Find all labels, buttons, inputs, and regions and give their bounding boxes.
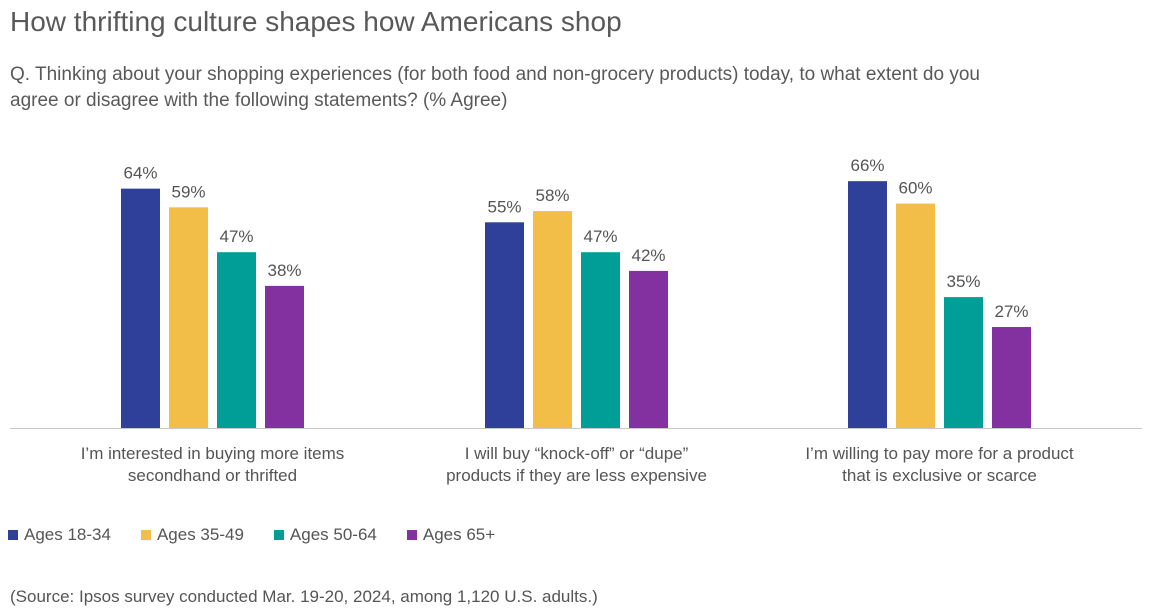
category-label-1-line-2: secondhand or thrifted xyxy=(128,466,297,485)
legend-swatch-3 xyxy=(273,530,284,540)
category-label-2-line-2: products if they are less expensive xyxy=(446,466,707,485)
data-label-3-3: 35% xyxy=(946,272,980,291)
category-label-3-line-1: I’m willing to pay more for a product xyxy=(805,444,1074,463)
legend-item-2: Ages 35-49 xyxy=(140,525,244,545)
chart-title: How thrifting culture shapes how America… xyxy=(10,6,622,37)
category-label-2-line-1: I will buy “knock-off” or “dupe” xyxy=(465,444,689,463)
data-label-1-3: 47% xyxy=(219,227,253,246)
legend-label-3: Ages 50-64 xyxy=(289,525,377,544)
bar-chart: 64% 59% 47% 38% I’m interested in buying mor… xyxy=(10,156,1142,485)
legend-item-4: Ages 65+ xyxy=(406,525,496,545)
bar-2-3 xyxy=(581,252,620,428)
data-label-3-4: 27% xyxy=(994,302,1028,321)
legend-item-1: Ages 18-34 xyxy=(8,525,111,545)
source-note: (Source: Ipsos survey conducted Mar. 19-… xyxy=(10,587,598,606)
data-label-3-2: 60% xyxy=(898,179,932,198)
legend-label-2: Ages 35-49 xyxy=(156,525,244,544)
legend-item-3: Ages 50-64 xyxy=(273,525,377,545)
bar-1-1 xyxy=(121,188,160,428)
data-label-2-2: 58% xyxy=(535,186,569,205)
bar-2-4 xyxy=(629,270,668,428)
category-label-1-line-1: I’m interested in buying more items xyxy=(81,444,345,463)
bar-3-2 xyxy=(896,203,935,428)
data-label-2-3: 47% xyxy=(583,227,617,246)
category-label-3-line-2: that is exclusive or scarce xyxy=(842,466,1037,485)
data-label-3-1: 66% xyxy=(850,156,884,175)
legend: Ages 18-34 Ages 35-49 Ages 50-64 Ages 65+ xyxy=(8,525,525,545)
legend-swatch-1 xyxy=(8,530,18,540)
bar-3-4 xyxy=(992,327,1031,428)
legend-label-4: Ages 65+ xyxy=(422,525,496,544)
bar-3-3 xyxy=(944,297,983,428)
data-label-1-4: 38% xyxy=(267,261,301,280)
legend-swatch-2 xyxy=(140,530,151,540)
data-label-1-1: 64% xyxy=(123,164,157,183)
bar-1-3 xyxy=(217,252,256,428)
bar-2-2 xyxy=(533,211,572,428)
bar-1-4 xyxy=(265,285,304,428)
legend-swatch-4 xyxy=(406,530,417,540)
data-label-1-2: 59% xyxy=(171,182,205,201)
data-label-2-4: 42% xyxy=(631,246,665,265)
bar-1-2 xyxy=(169,207,208,428)
data-label-2-1: 55% xyxy=(487,197,521,216)
chart-subtitle: Q. Thinking about your shopping experien… xyxy=(10,64,980,111)
bar-3-1 xyxy=(848,181,887,428)
legend-label-1: Ages 18-34 xyxy=(24,525,111,544)
bar-2-1 xyxy=(485,222,524,428)
